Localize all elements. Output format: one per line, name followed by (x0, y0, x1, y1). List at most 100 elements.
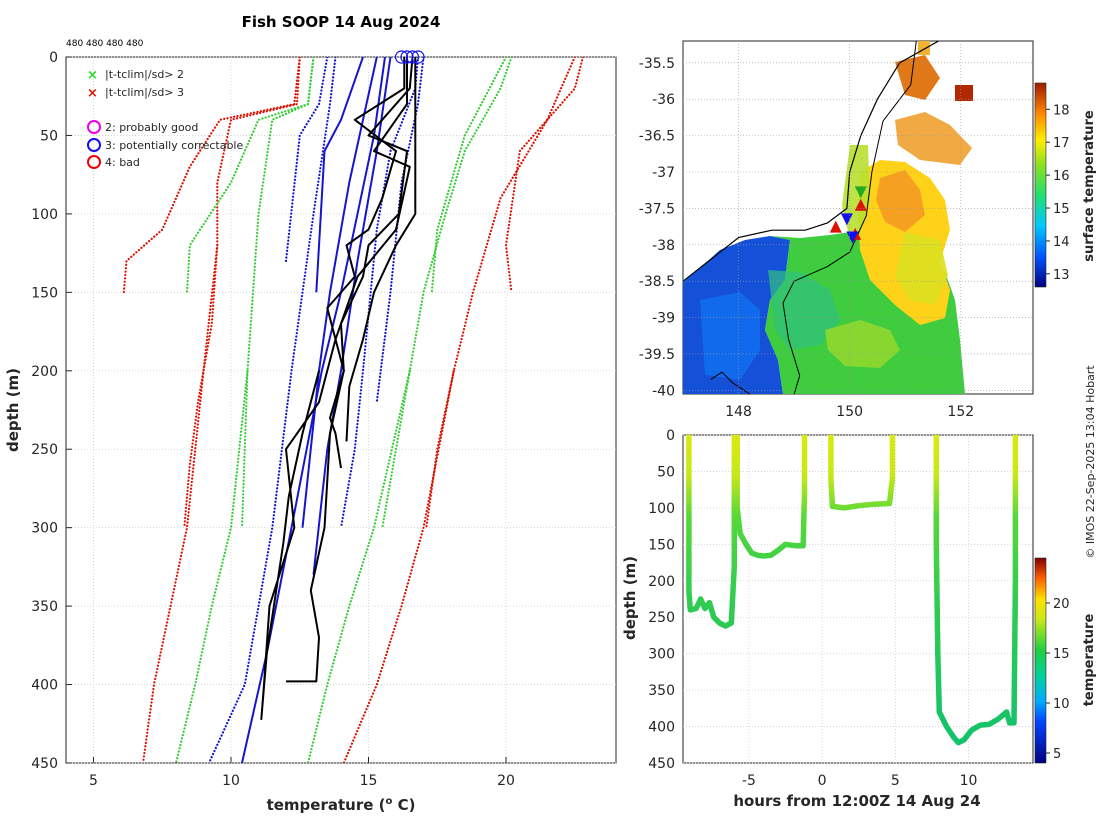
legend-label-bad: 4: bad (105, 156, 140, 169)
profile-legend: × |t-tclim|/sd> 2 × |t-tclim|/sd> 3 2: p… (87, 68, 243, 169)
profile-line-clim-2sd-low-b (240, 57, 315, 529)
sst-field (683, 41, 973, 394)
timeseries-casts (686, 435, 1019, 746)
map-cast-triangle (829, 220, 842, 233)
timeseries-y-tick-label: 400 (648, 720, 675, 736)
map-y-tick-label: -37.5 (639, 201, 675, 217)
legend-entry-bad: 4: bad (87, 155, 140, 169)
timeseries-y-tick-label: 200 (648, 574, 675, 590)
legend-entry-2sd: × |t-tclim|/sd> 2 (87, 68, 184, 83)
timeseries-colorbar-tick-label: 15 (1053, 647, 1070, 662)
map-colorbar-tick-label: 18 (1053, 103, 1070, 118)
map-colorbar (1034, 82, 1047, 288)
map-y-ticks: -35.5 -36 -36.5 -37 -37.5 -38 -38.5 -39 -39.5 -40 (639, 56, 675, 400)
map-y-tick-label: -38 (652, 238, 675, 254)
timeseries-grid (683, 434, 1033, 764)
timeseries-axes-frame (682, 434, 1034, 764)
sst-cyan-band (768, 270, 840, 350)
profile-y-tick-label: 100 (31, 207, 58, 223)
profile-top-label: 480 480 480 480 (66, 39, 144, 49)
map-y-tick-label: -36.5 (639, 129, 675, 145)
timeseries-colorbar-tick-label: 20 (1053, 597, 1070, 612)
shelf-contour (782, 41, 917, 394)
sst-north-patches-2 (895, 112, 972, 165)
legend-circle-magenta (87, 120, 101, 134)
sst-north-yellow (918, 41, 930, 55)
map-y-tick-label: -37 (652, 165, 675, 181)
profile-axes-frame (65, 56, 617, 764)
profile-surface-markers (394, 50, 425, 64)
map-colorbar-label: surface temperature (1082, 110, 1097, 262)
legend-circle-blue (87, 138, 101, 152)
timeseries-colorbar-tick-label: 10 (1053, 697, 1070, 712)
map-cast-markers (829, 186, 867, 244)
profile-line-clim-2sd-low-c (174, 369, 249, 763)
sst-blue-patch (700, 292, 760, 380)
timeseries-y-tick-label: 50 (657, 464, 675, 480)
legend-x-marker-red: × (87, 86, 98, 101)
map-x-ticks: 148 150 152 (725, 404, 974, 420)
map-y-tick-label: -40 (652, 383, 675, 399)
sst-orange-core (876, 170, 925, 232)
profile-line-clim-1sd-low-b (207, 57, 337, 763)
legend-entry-good: 2: probably good (87, 120, 198, 134)
profile-y-tick-label: 50 (40, 128, 58, 144)
timeseries-colorbar-tick-label: 5 (1053, 747, 1061, 762)
timeseries-cast-line (734, 435, 808, 559)
profile-x-tick-label: 20 (497, 773, 515, 789)
profile-line-corrected-4 (312, 57, 392, 575)
map-colorbar-tick-label: 13 (1053, 268, 1070, 283)
timeseries-y-tick-label: 450 (648, 756, 675, 772)
profile-y-label: depth (m) (4, 368, 22, 452)
legend-circle-red (87, 155, 101, 169)
profile-qc-marker (394, 50, 409, 64)
timeseries-y-tick-label: 350 (648, 683, 675, 699)
profile-qc-marker (400, 50, 414, 64)
profile-y-tick-label: 350 (31, 599, 58, 615)
timeseries-cast-line (686, 435, 738, 629)
timeseries-x-tick-label: 5 (891, 773, 900, 789)
profile-y-tick-label: 400 (31, 678, 58, 694)
profile-y-tick-label: 150 (31, 285, 58, 301)
timeseries-y-tick-label: 150 (648, 537, 675, 553)
map-cast-triangle (854, 198, 867, 211)
copyright-note: © IMOS 22-Sep-2025 13:04 Hobart (1084, 365, 1097, 559)
map-y-tick-label: -36 (652, 92, 675, 108)
legend-label-2sd: |t-tclim|/sd> 2 (105, 68, 184, 81)
timeseries-y-tick-label: 250 (648, 610, 675, 626)
profile-y-tick-label: 450 (31, 756, 58, 772)
map-x-tick-label: 148 (725, 404, 752, 420)
timeseries-x-tick-label: -5 (742, 773, 756, 789)
timeseries-panel: -5 0 5 10 0 50 100 150 200 250 300 350 400 450 hours… (621, 428, 1097, 810)
map-y-tick-label: -39.5 (639, 347, 675, 363)
timeseries-cast-line (828, 435, 896, 511)
map-y-tick-label: -38.5 (639, 274, 675, 290)
legend-entry-3sd: × |t-tclim|/sd> 3 (87, 86, 184, 101)
map-colorbar-tick-label: 16 (1053, 169, 1070, 184)
timeseries-colorbar-ticks: 5 10 15 20 (1046, 597, 1070, 762)
timeseries-x-label: hours from 12:00Z 14 Aug 24 (733, 792, 980, 810)
profile-line-clim-3sd-low-c (141, 244, 219, 763)
timeseries-cast-line (933, 435, 1019, 746)
profile-x-ticks: 5 10 15 20 (89, 773, 515, 789)
figure-title: Fish SOOP 14 Aug 2024 (242, 13, 441, 31)
map-cast-triangle (846, 231, 859, 244)
sst-red-patch (955, 85, 973, 101)
timeseries-y-label: depth (m) (621, 556, 639, 640)
profile-line-clim-3sd-high-c (342, 369, 455, 763)
timeseries-colorbar-label: temperature (1082, 614, 1097, 707)
profile-series (122, 57, 585, 763)
profile-line-clim-3sd-high-b (425, 57, 576, 529)
profile-line-clim-1sd-high-b (375, 57, 425, 404)
legend-entry-correctable: 3: potentially correctable (87, 138, 243, 152)
profile-x-tick-label: 10 (222, 773, 240, 789)
map-x-tick-label: 150 (836, 404, 863, 420)
profile-x-label: temperature (o C) (267, 796, 416, 814)
profile-line-clim-2sd-high-b (430, 57, 508, 294)
profile-y-tick-label: 250 (31, 442, 58, 458)
map-colorbar-tick-label: 14 (1053, 235, 1070, 250)
profile-x-tick-label: 5 (89, 773, 98, 789)
profile-line-clim-2sd-low-a (185, 57, 315, 294)
coastline (683, 41, 939, 282)
